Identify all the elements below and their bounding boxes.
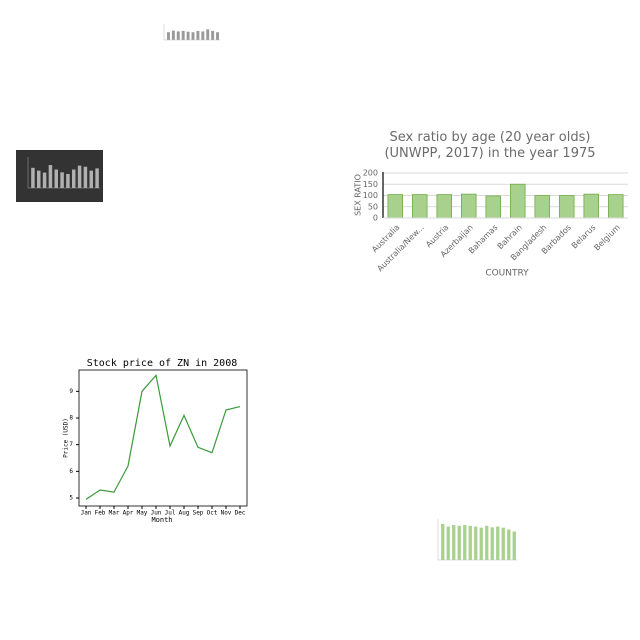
bar xyxy=(463,525,467,560)
bar xyxy=(72,169,76,188)
bar xyxy=(201,31,205,40)
x-tick-label: Oct xyxy=(207,510,218,517)
bar xyxy=(452,525,456,560)
bar xyxy=(31,167,35,188)
bar xyxy=(387,194,403,219)
bar xyxy=(54,169,58,188)
bar xyxy=(559,195,575,219)
bar xyxy=(186,31,190,40)
bar xyxy=(181,30,185,40)
bar xyxy=(583,193,600,219)
chart-title: Stock price of ZN in 2008 xyxy=(87,358,238,369)
x-tick-label: May xyxy=(137,510,148,517)
x-axis-label: Month xyxy=(151,516,172,524)
chart: Sex ratio by age (20 year olds) (UNWPP, … xyxy=(354,130,628,279)
bar xyxy=(48,165,53,188)
bar xyxy=(460,193,477,219)
y-axis-label: SEX RATIO xyxy=(354,174,363,216)
bar xyxy=(83,166,88,188)
x-tick-label: Sep xyxy=(193,510,204,517)
bar xyxy=(77,165,82,188)
chart: Stock price of ZN in 2008 Price (USD) Mont… xyxy=(63,358,248,524)
y-tick-label: 150 xyxy=(363,180,378,189)
bar xyxy=(166,32,170,40)
bar xyxy=(534,195,551,219)
chart xyxy=(16,150,103,202)
bar xyxy=(501,527,505,560)
title-box: Sex ratio by age (20 year olds) (UNWPP, … xyxy=(384,130,596,161)
bar xyxy=(496,526,500,560)
bar xyxy=(509,183,526,219)
bar xyxy=(191,32,195,40)
bar xyxy=(411,194,428,219)
bar xyxy=(485,195,501,219)
bar xyxy=(490,527,494,560)
y-tick-label: 7 xyxy=(69,441,73,448)
x-tick-label: Jan xyxy=(81,510,92,517)
bar xyxy=(60,172,64,188)
bar xyxy=(42,172,47,188)
chart xyxy=(437,519,517,561)
y-tick-label: 200 xyxy=(363,169,378,178)
x-tick-label: Apr xyxy=(123,510,134,517)
bar xyxy=(66,174,70,188)
line xyxy=(85,374,241,500)
y-axis-label: Price (USD) xyxy=(63,418,70,458)
bar xyxy=(474,526,478,560)
bar xyxy=(468,525,472,560)
bar xyxy=(95,168,99,188)
x-tick-label: Aug xyxy=(179,510,190,517)
x-tick-label: Australia/New... xyxy=(375,223,426,274)
bar xyxy=(441,523,445,560)
x-axis-label: COUNTRY xyxy=(485,269,529,279)
x-tick-label: Belgium xyxy=(592,223,622,253)
bar xyxy=(479,527,483,560)
chart xyxy=(163,24,220,41)
bar xyxy=(608,194,624,219)
x-tick-label: Jul xyxy=(165,510,176,517)
bar xyxy=(512,531,516,560)
bar xyxy=(216,32,220,40)
x-tick-label: Jun xyxy=(151,510,162,517)
plot-frame xyxy=(78,369,248,507)
bar xyxy=(507,529,511,560)
bar xyxy=(446,526,450,560)
chart-background xyxy=(16,150,103,202)
x-tick-label: Feb xyxy=(95,510,106,517)
y-tick-label: 6 xyxy=(69,468,73,475)
x-tick-label: Mar xyxy=(109,510,120,517)
y-tick-label: 0 xyxy=(373,214,378,223)
x-tick-label: Dec xyxy=(235,510,246,517)
bar xyxy=(37,170,41,188)
chart-title: Sex ratio by age (20 year olds) (UNWPP, … xyxy=(384,130,596,161)
bar xyxy=(206,29,210,40)
bar xyxy=(457,525,461,560)
y-tick-label: 9 xyxy=(69,388,73,395)
bar xyxy=(211,30,215,40)
y-tick-label: 50 xyxy=(368,202,378,211)
y-tick-label: 5 xyxy=(69,495,73,502)
y-tick-label: 100 xyxy=(363,191,378,200)
x-tick-label: Nov xyxy=(221,510,232,517)
bar xyxy=(171,30,175,40)
bar xyxy=(436,194,452,219)
bar xyxy=(485,525,489,560)
y-tick-label: 8 xyxy=(69,415,73,422)
bar xyxy=(89,170,93,188)
bar xyxy=(176,31,180,40)
bar xyxy=(196,30,200,40)
